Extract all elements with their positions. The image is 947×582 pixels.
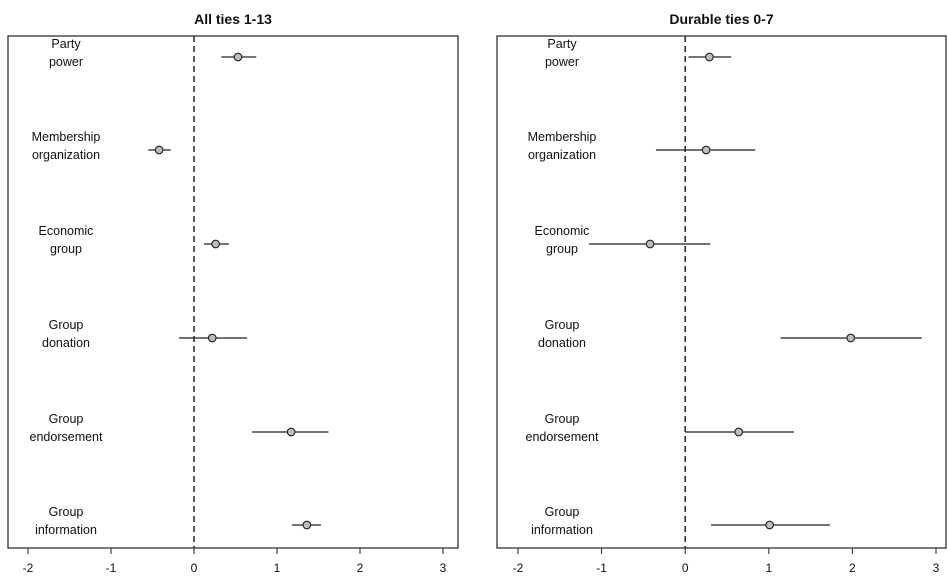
category-label-line1: Economic: [39, 224, 94, 238]
point-estimate: [154, 145, 164, 155]
plot-frame: [496, 35, 947, 549]
x-tick-label: 2: [357, 561, 364, 575]
category-label-line1: Group: [545, 412, 580, 426]
point-estimate: [701, 145, 711, 155]
point-estimate: [207, 333, 217, 343]
category-label-line2: group: [50, 242, 82, 256]
category-label-line1: Party: [51, 37, 81, 51]
category-label-line2: endorsement: [30, 430, 103, 444]
category-label-line1: Group: [545, 318, 580, 332]
point-estimate: [846, 333, 856, 343]
point-estimate: [211, 239, 220, 249]
x-tick-label: 0: [191, 561, 198, 575]
x-tick-label: 3: [440, 561, 447, 575]
x-tick-label: 1: [765, 561, 772, 575]
plot-frame: [7, 35, 459, 549]
chart-title: All ties 1-13: [194, 11, 272, 27]
category-label-line1: Economic: [535, 224, 590, 238]
category-label-line2: organization: [32, 148, 100, 162]
category-label-line1: Group: [49, 318, 84, 332]
x-tick-label: 3: [933, 561, 940, 575]
point-estimate: [705, 52, 714, 62]
x-tick-label: -2: [513, 561, 524, 575]
chart-title: Durable ties 0-7: [669, 11, 773, 27]
x-tick-label: -1: [596, 561, 607, 575]
category-label-line2: donation: [42, 336, 90, 350]
category-label-line2: information: [35, 523, 97, 537]
category-label-line1: Group: [49, 412, 84, 426]
point-estimate: [302, 520, 312, 530]
category-label-line1: Group: [545, 505, 580, 519]
x-tick-label: -1: [106, 561, 117, 575]
point-estimate: [765, 520, 774, 530]
category-label-line2: power: [545, 55, 579, 69]
x-tick-label: 0: [682, 561, 689, 575]
point-estimate: [734, 427, 744, 437]
point-estimate: [286, 427, 296, 437]
category-label-line1: Party: [547, 37, 577, 51]
category-label-line2: group: [546, 242, 578, 256]
point-estimate: [645, 239, 655, 249]
category-label-line1: Group: [49, 505, 84, 519]
x-tick-label: 2: [849, 561, 856, 575]
category-label-line2: information: [531, 523, 593, 537]
category-label-line2: organization: [528, 148, 596, 162]
category-label-line2: endorsement: [526, 430, 599, 444]
x-tick-label: 1: [274, 561, 281, 575]
category-label-line1: Membership: [32, 130, 101, 144]
category-label-line2: donation: [538, 336, 586, 350]
x-tick-label: -2: [23, 561, 34, 575]
point-estimate: [233, 52, 243, 62]
category-label-line1: Membership: [528, 130, 597, 144]
category-label-line2: power: [49, 55, 83, 69]
